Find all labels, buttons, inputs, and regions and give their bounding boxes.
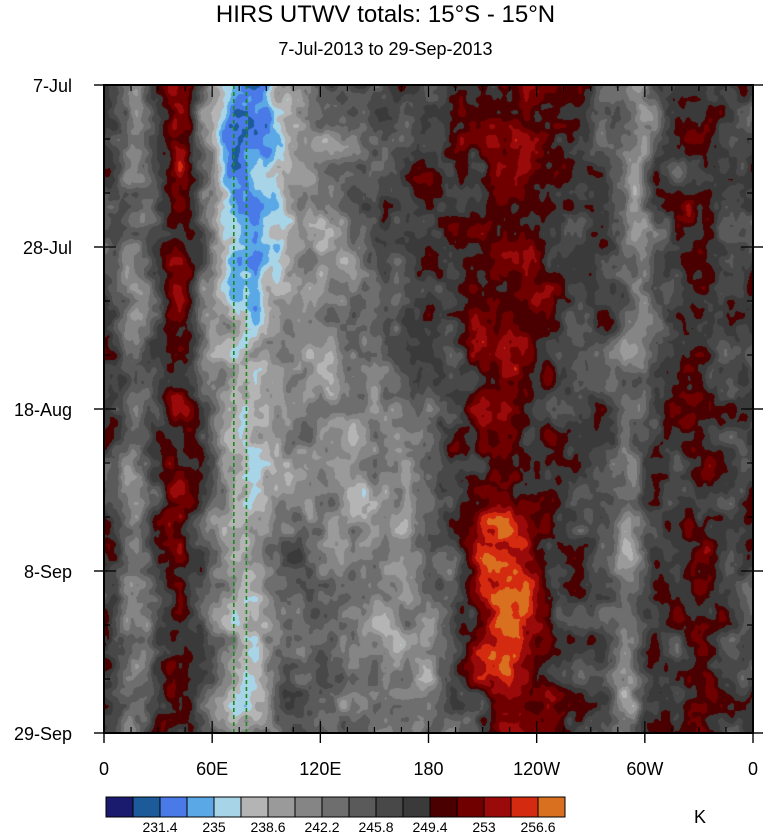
- heatmap-image: [104, 85, 753, 733]
- colorbar-label-2: 238.6: [250, 819, 285, 834]
- colorbar-label-3: 242.2: [304, 819, 339, 834]
- colorbar-label-5: 249.4: [412, 819, 447, 834]
- x-tick-label-1: 60E: [196, 759, 228, 779]
- colorbar-box-2: [159, 796, 188, 818]
- colorbar-box-1: [132, 796, 161, 818]
- chart-title: HIRS UTWV totals: 15°S - 15°N: [215, 1, 556, 28]
- colorbar-box-12: [429, 796, 458, 818]
- x-tick-label-5: 60W: [626, 759, 663, 779]
- colorbar-box-9: [348, 796, 377, 818]
- y-tick-label-2: 18-Aug: [14, 400, 72, 420]
- heatmap-field: [104, 85, 753, 733]
- x-tick-label-2: 120E: [299, 759, 341, 779]
- reference-lines: [233, 85, 248, 733]
- x-axis: 0 60E 120E 180 120W 60W 0: [99, 85, 758, 779]
- colorbar-box-8: [321, 796, 350, 818]
- colorbar-box-16: [537, 796, 566, 818]
- colorbar-label-0: 231.4: [142, 819, 177, 834]
- colorbar-box-6: [267, 796, 296, 818]
- colorbar-box-4: [213, 796, 242, 818]
- colorbar: 231.4 235 238.6 242.2 245.8 249.4 253 256.6 K: [105, 796, 706, 834]
- colorbar-box-7: [294, 796, 323, 818]
- chart-subtitle: 7-Jul-2013 to 29-Sep-2013: [278, 39, 493, 59]
- colorbar-box-3: [186, 796, 215, 818]
- colorbar-box-14: [483, 796, 512, 818]
- colorbar-box-15: [510, 796, 539, 818]
- x-tick-label-6: 0: [748, 759, 758, 779]
- y-tick-label-1: 28-Jul: [23, 238, 72, 258]
- colorbar-box-10: [375, 796, 404, 818]
- x-tick-label-3: 180: [413, 759, 443, 779]
- y-tick-label-4: 29-Sep: [14, 724, 72, 744]
- x-tick-label-4: 120W: [513, 759, 560, 779]
- y-tick-label-3: 8-Sep: [24, 562, 72, 582]
- colorbar-box-5: [240, 796, 269, 818]
- colorbar-unit: K: [694, 807, 706, 827]
- x-tick-label-0: 0: [99, 759, 109, 779]
- colorbar-label-1: 235: [202, 819, 226, 834]
- y-tick-label-0: 7-Jul: [33, 76, 72, 96]
- colorbar-box-0: [105, 796, 134, 818]
- colorbar-label-4: 245.8: [358, 819, 393, 834]
- colorbar-box-11: [402, 796, 431, 818]
- colorbar-label-6: 253: [472, 819, 496, 834]
- y-axis: 7-Jul 28-Jul 18-Aug 8-Sep 29-Sep: [14, 76, 763, 744]
- colorbar-label-7: 256.6: [520, 819, 555, 834]
- colorbar-box-13: [456, 796, 485, 818]
